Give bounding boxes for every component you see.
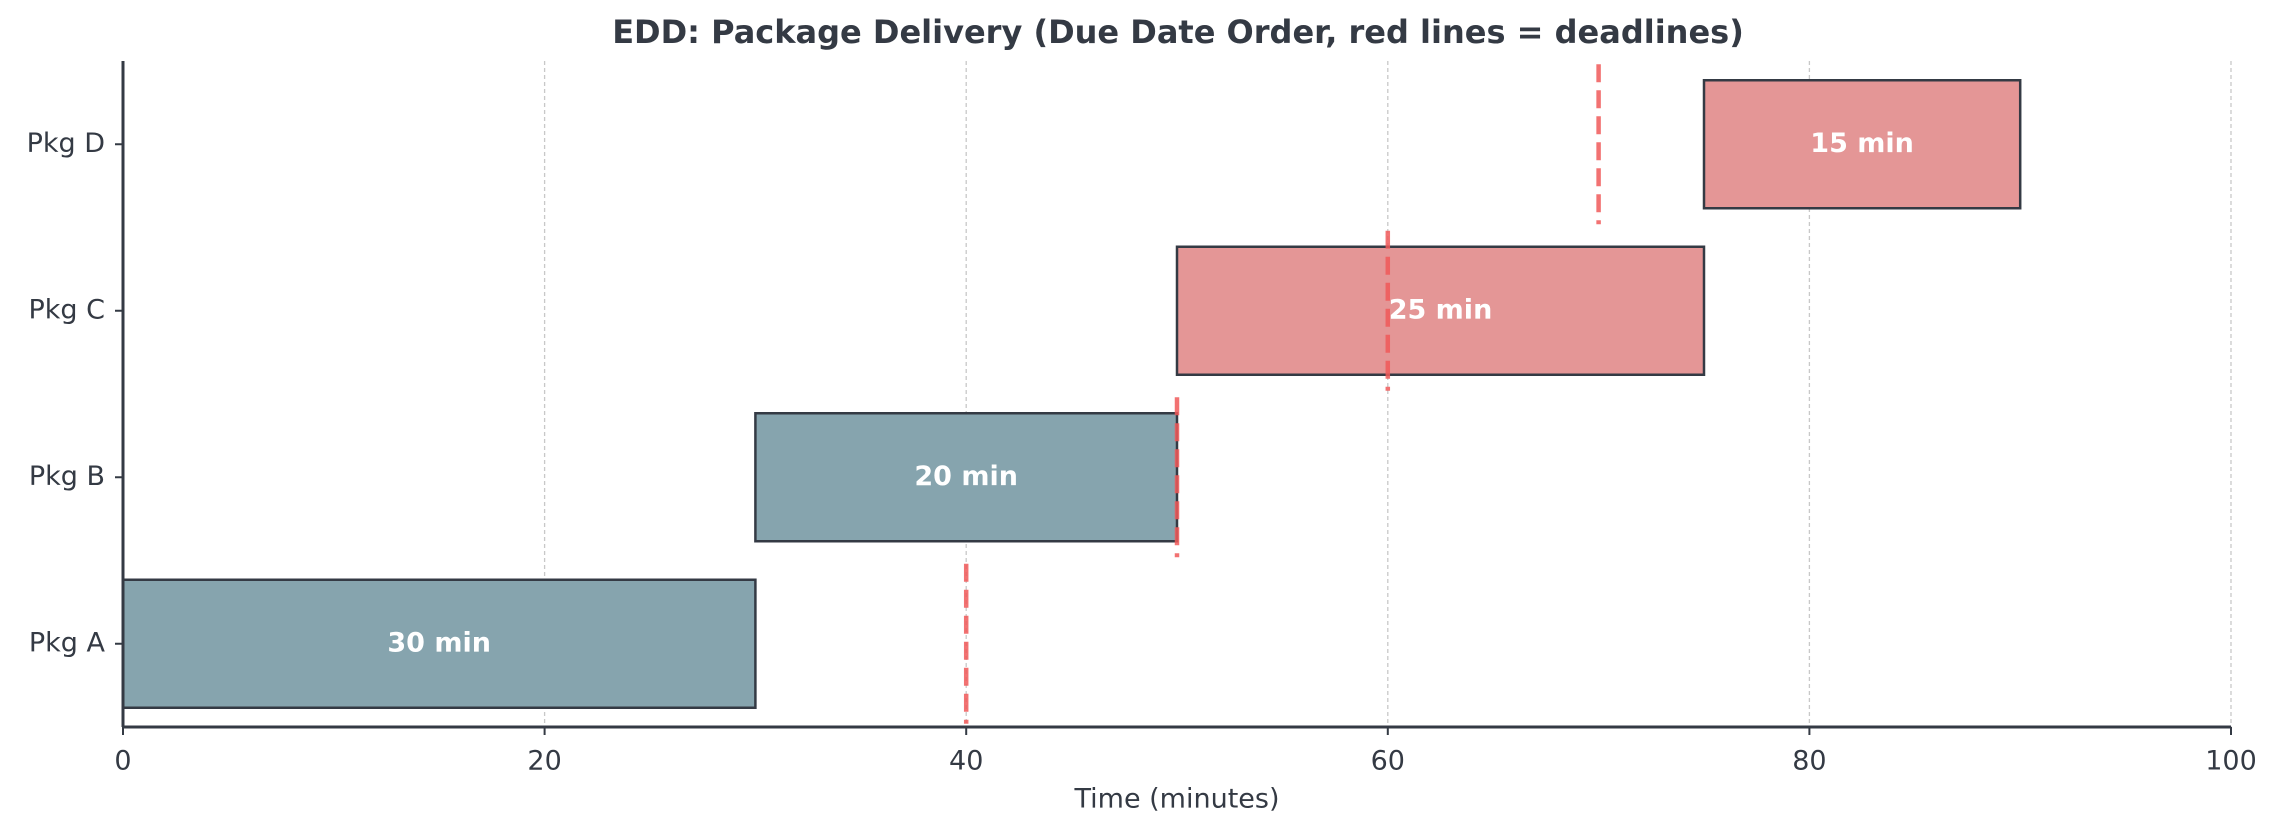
- y-tick-label: Pkg A: [29, 627, 106, 658]
- x-tick-label: 40: [949, 746, 983, 777]
- y-tick-label: Pkg C: [29, 294, 106, 325]
- value-label: 20 min: [914, 461, 1018, 492]
- x-tick-label: 100: [2205, 746, 2257, 777]
- chart-title: EDD: Package Delivery (Due Date Order, r…: [612, 13, 1744, 51]
- y-tick-label: Pkg B: [29, 461, 105, 492]
- value-label: 25 min: [1389, 294, 1493, 325]
- x-tick-label: 0: [114, 746, 131, 777]
- x-tick-label: 60: [1371, 746, 1405, 777]
- value-label: 30 min: [387, 627, 491, 658]
- x-tick-label: 80: [1792, 746, 1826, 777]
- bar: [1702, 79, 2022, 210]
- y-tick-label: Pkg D: [27, 128, 105, 159]
- bar: [1175, 245, 1706, 376]
- bar: [754, 412, 1179, 543]
- x-axis-label: Time (minutes): [1073, 784, 1279, 815]
- bar: [121, 578, 757, 709]
- x-tick-label: 20: [527, 746, 561, 777]
- value-label: 15 min: [1810, 128, 1914, 159]
